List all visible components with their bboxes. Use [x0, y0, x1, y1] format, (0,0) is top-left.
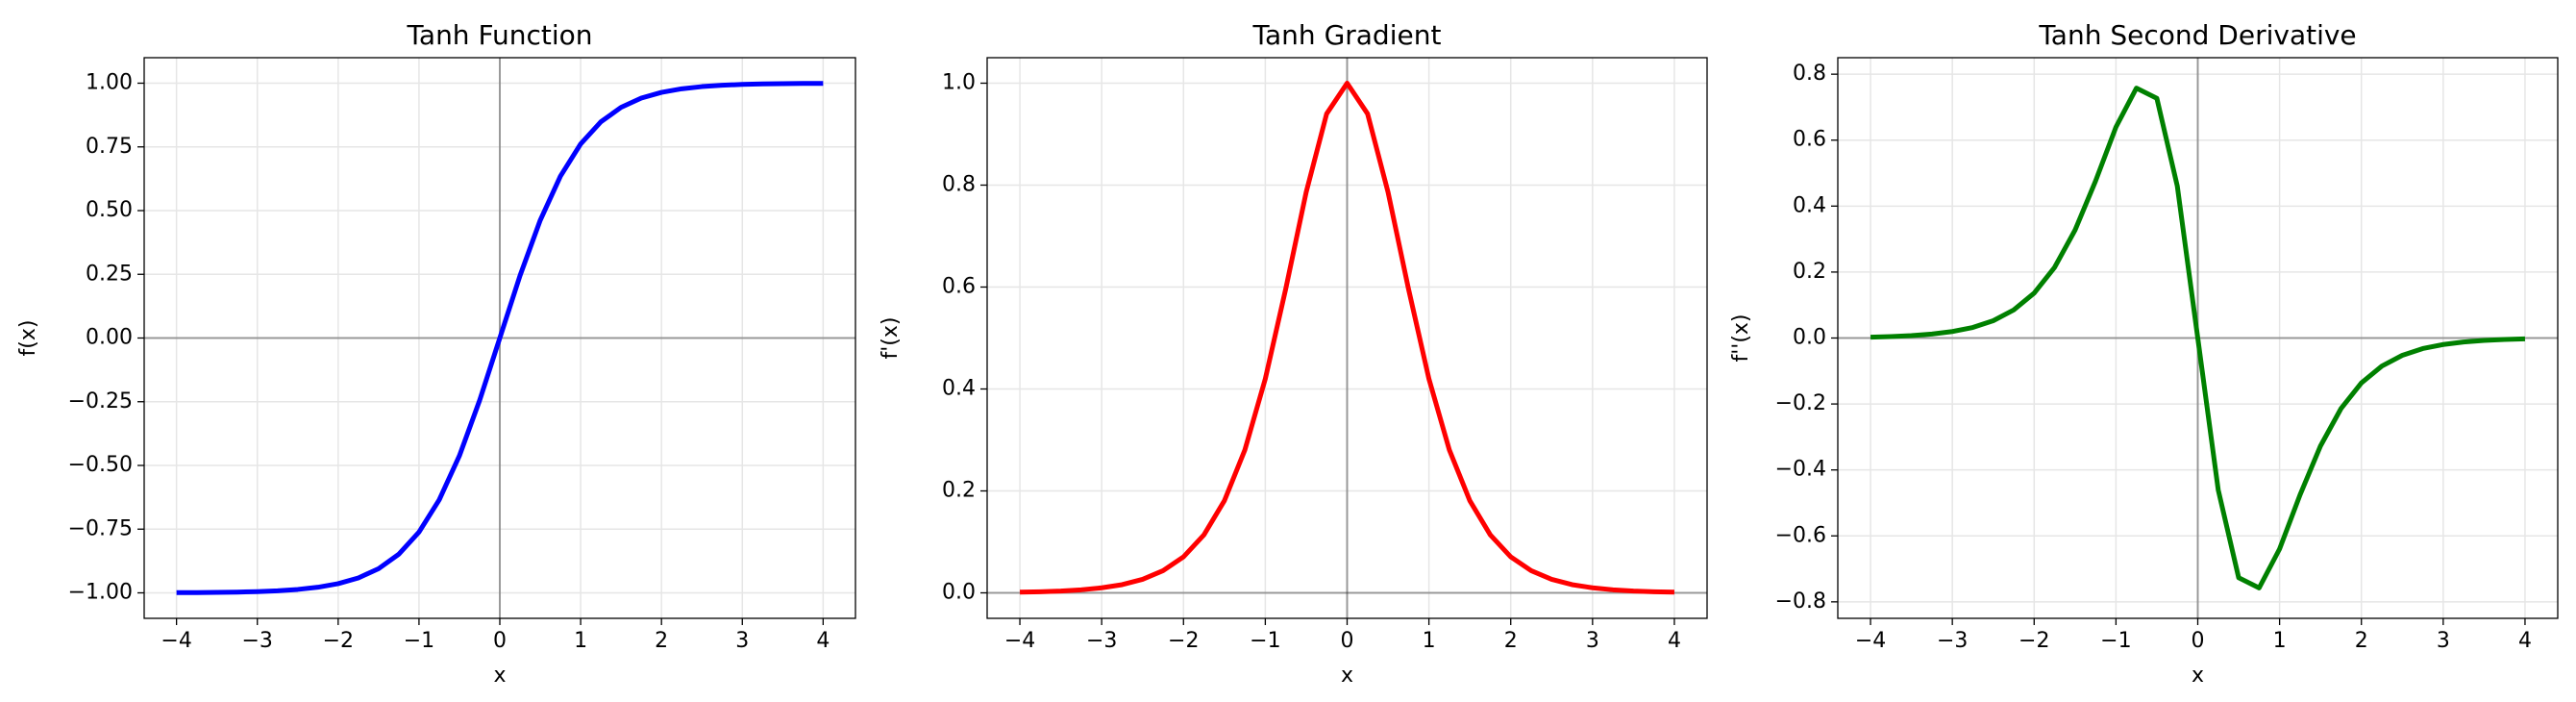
plot-frame	[986, 57, 1708, 619]
y-axis-label: f(x)	[16, 320, 40, 357]
y-axis-label: f''(x)	[1729, 313, 1753, 362]
y-tick-label: 0.8	[1793, 62, 1826, 86]
x-tick-label: −2	[2019, 629, 2049, 653]
x-tick-label: 0	[493, 629, 507, 653]
y-tick-label: 0.8	[942, 173, 976, 197]
y-tick-label: 0.75	[86, 135, 133, 159]
y-tick-label: 1.00	[86, 71, 133, 95]
y-tick-label: 0.25	[86, 262, 133, 286]
x-tick-label: 4	[1668, 629, 1681, 653]
x-tick-label: −3	[1937, 629, 1968, 653]
x-tick-label: −2	[323, 629, 354, 653]
subplot: −4 −3 −2 −1 0 1 2 3 4 −1.00 −0.75 −0.50 −0.25 0.00 0.2…	[16, 19, 856, 688]
line	[176, 81, 824, 595]
y-tick-label: −1.00	[68, 581, 133, 605]
y-tick-label: −0.50	[68, 453, 133, 477]
x-tick-label: −1	[2100, 629, 2131, 653]
x-tick-label: −1	[404, 629, 434, 653]
x-tick-label: 0	[2192, 629, 2205, 653]
x-tick-label: −2	[1168, 629, 1199, 653]
x-tick-label: 4	[816, 629, 830, 653]
x-tick-label: 2	[2355, 629, 2368, 653]
x-tick-label: 2	[1504, 629, 1518, 653]
chart-title: Tanh Second Derivative	[2038, 19, 2356, 51]
y-tick-label: 0.2	[1793, 260, 1826, 284]
y-tick-label: 0.4	[1793, 193, 1826, 217]
x-tick-label: 3	[735, 629, 749, 653]
y-tick-label: −0.4	[1775, 458, 1826, 482]
y-tick-label: 0.6	[1793, 128, 1826, 152]
x-tick-label: 3	[2437, 629, 2450, 653]
x-tick-label: 3	[1586, 629, 1599, 653]
subplot: −4 −3 −2 −1 0 1 2 3 4 0.0 0.2 0.4 0.6 0.8 1.0 Tanh Grad…	[879, 19, 1708, 688]
x-axis-label: x	[1341, 664, 1353, 688]
x-tick-label: 2	[655, 629, 668, 653]
x-axis-label: x	[493, 664, 506, 688]
x-tick-label: 0	[1341, 629, 1354, 653]
x-tick-label: −3	[242, 629, 273, 653]
y-tick-label: 0.6	[942, 275, 976, 299]
y-tick-label: −0.8	[1775, 589, 1826, 614]
line	[1019, 81, 1675, 595]
x-tick-label: 1	[2273, 629, 2287, 653]
x-tick-label: −4	[1855, 629, 1886, 653]
x-tick-label: −1	[1250, 629, 1280, 653]
x-tick-label: −4	[161, 629, 191, 653]
x-tick-label: 4	[2518, 629, 2532, 653]
y-tick-label: −0.2	[1775, 391, 1826, 415]
y-tick-label: 0.0	[1793, 326, 1826, 350]
x-axis-label: x	[2192, 664, 2204, 688]
x-tick-label: −4	[1004, 629, 1035, 653]
y-tick-label: 0.50	[86, 198, 133, 222]
subplot: −4 −3 −2 −1 0 1 2 3 4 −0.8 −0.6 −0.4 −0.2 0.0 0.2 0.4 0.…	[1729, 19, 2559, 688]
plot-frame	[1837, 57, 2559, 619]
x-tick-label: 1	[574, 629, 587, 653]
line	[1870, 86, 2526, 590]
y-tick-label: 0.4	[942, 377, 976, 401]
y-tick-label: −0.75	[68, 516, 133, 540]
y-tick-label: 0.00	[86, 326, 133, 350]
y-tick-label: 1.0	[942, 71, 976, 95]
plot-frame	[143, 57, 856, 619]
y-tick-label: 0.2	[942, 479, 976, 503]
x-tick-label: −3	[1086, 629, 1117, 653]
y-tick-label: −0.25	[68, 389, 133, 414]
y-tick-label: 0.0	[942, 581, 976, 605]
y-axis-label: f'(x)	[879, 317, 903, 360]
x-tick-label: 1	[1423, 629, 1436, 653]
chart-title: Tanh Function	[406, 19, 592, 51]
y-tick-label: −0.6	[1775, 523, 1826, 547]
chart-title: Tanh Gradient	[1252, 19, 1442, 51]
